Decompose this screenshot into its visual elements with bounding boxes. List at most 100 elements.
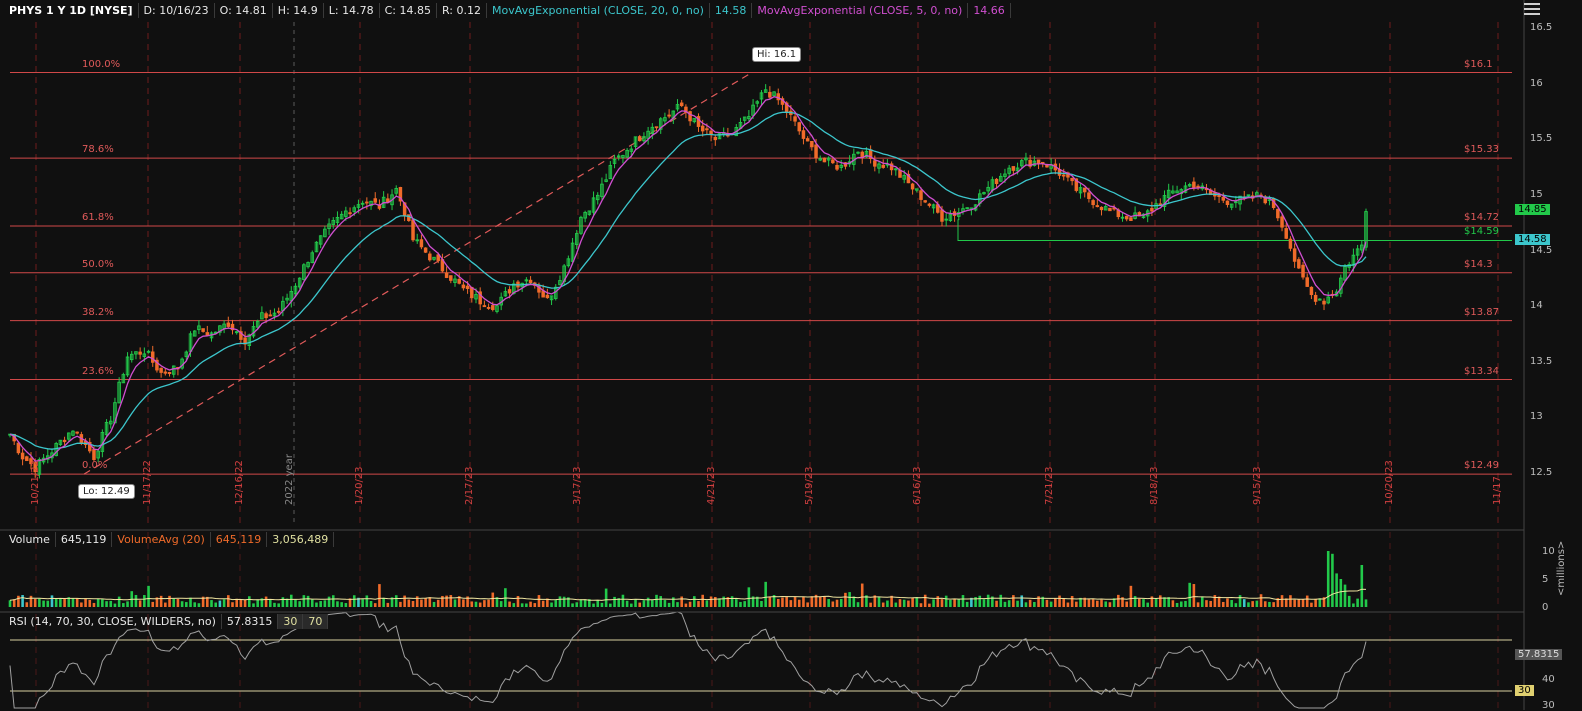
candle[interactable] [1003,173,1007,177]
candle[interactable] [1070,177,1074,182]
candle[interactable] [302,264,306,281]
candle[interactable] [944,218,948,221]
candle[interactable] [314,241,319,253]
candle[interactable] [713,136,718,141]
candle[interactable] [616,155,621,158]
candle[interactable] [423,247,428,253]
candle[interactable] [507,289,512,294]
candle[interactable] [810,140,814,148]
candle[interactable] [268,314,273,317]
candle[interactable] [1351,254,1356,266]
candle[interactable] [843,162,848,167]
candle[interactable] [239,331,243,340]
candle[interactable] [1221,196,1226,201]
candle[interactable] [1061,174,1066,177]
candle[interactable] [1141,213,1146,219]
candle[interactable] [344,210,348,217]
candle[interactable] [1297,259,1301,269]
candle[interactable] [1162,195,1167,207]
candle[interactable] [1343,266,1347,281]
candle[interactable] [1166,189,1171,199]
candle[interactable] [331,220,336,225]
candle[interactable] [339,213,344,220]
candle[interactable] [633,136,638,147]
candle[interactable] [260,312,264,320]
candle[interactable] [646,130,650,139]
candle[interactable] [394,188,398,194]
candle[interactable] [197,325,201,331]
candle[interactable] [1326,296,1330,304]
candle[interactable] [75,431,79,434]
candle[interactable] [352,207,356,212]
candle[interactable] [184,351,189,358]
candle[interactable] [608,165,613,180]
candle[interactable] [234,331,239,334]
candle[interactable] [297,277,302,288]
candle[interactable] [675,104,680,110]
candle[interactable] [348,212,352,215]
candle[interactable] [637,136,642,142]
candle[interactable] [692,118,697,123]
candle[interactable] [957,212,961,217]
candle[interactable] [16,442,21,454]
candle[interactable] [524,279,529,282]
candle[interactable] [763,89,768,93]
candle[interactable] [801,130,806,139]
candle[interactable] [541,290,545,298]
candle[interactable] [994,178,999,184]
candle[interactable] [1301,264,1305,278]
ema5-line[interactable] [9,96,1367,462]
candle[interactable] [856,151,860,154]
candle[interactable] [1150,207,1154,212]
candle[interactable] [877,163,881,169]
candle[interactable] [453,278,457,283]
volume-label[interactable]: Volume [4,532,56,547]
candle[interactable] [465,285,470,289]
candle[interactable] [201,328,205,332]
candle[interactable] [1015,167,1020,172]
candle[interactable] [62,439,67,443]
candle[interactable] [1078,187,1083,194]
candle[interactable] [575,233,579,246]
candle[interactable] [67,432,71,440]
candle[interactable] [88,441,92,452]
candle[interactable] [461,284,466,289]
candle[interactable] [696,116,701,127]
candle[interactable] [700,125,705,132]
candle[interactable] [117,381,121,404]
candle[interactable] [1171,190,1175,194]
candle[interactable] [1187,184,1192,187]
candle[interactable] [986,186,990,192]
candle[interactable] [965,207,969,210]
candle[interactable] [797,122,801,132]
candle[interactable] [25,456,29,462]
candle[interactable] [940,209,944,222]
candle[interactable] [159,367,163,373]
candle[interactable] [566,258,571,267]
candle[interactable] [1091,200,1095,206]
candle[interactable] [600,183,604,198]
candle[interactable] [948,214,953,221]
candle[interactable] [747,116,751,120]
candle[interactable] [919,190,923,200]
candle[interactable] [663,117,667,122]
candle[interactable] [528,279,533,284]
candle[interactable] [1229,203,1234,208]
ema20-label[interactable]: MovAvgExponential (CLOSE, 20, 0, no) [487,3,710,18]
candle[interactable] [650,126,655,134]
candle[interactable] [167,372,172,375]
candle[interactable] [276,310,281,313]
candle[interactable] [831,159,835,164]
candle[interactable] [1036,159,1041,165]
candle[interactable] [1246,194,1251,197]
candle[interactable] [146,350,151,353]
candle[interactable] [1360,244,1364,251]
candle[interactable] [591,197,596,213]
candle[interactable] [58,439,63,445]
candle[interactable] [999,175,1003,182]
candle[interactable] [931,204,936,209]
candle[interactable] [1007,167,1011,174]
candle[interactable] [109,420,113,425]
candle[interactable] [444,272,449,278]
candle[interactable] [1175,190,1179,194]
